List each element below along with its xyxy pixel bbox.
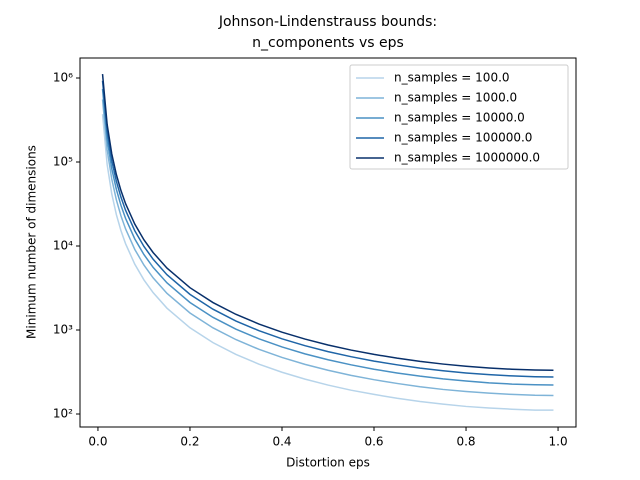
x-tick-label: 1.0: [549, 435, 568, 449]
legend-label: n_samples = 100.0: [394, 71, 510, 85]
y-tick-label: 10⁶: [53, 70, 73, 84]
data-line: [101, 88, 554, 386]
data-line: [101, 74, 554, 371]
x-axis-label: Distortion eps: [286, 456, 370, 470]
x-tick-label: 0.4: [272, 435, 291, 449]
chart-title: Johnson-Lindenstrauss bounds:: [218, 14, 437, 30]
legend-label: n_samples = 1000000.0: [394, 151, 540, 165]
y-tick-label: 10⁴: [53, 238, 73, 252]
data-line: [101, 80, 554, 378]
x-tick-label: 0.6: [364, 435, 383, 449]
y-tick-label: 10⁵: [53, 154, 73, 168]
x-tick-label: 0.8: [456, 435, 475, 449]
legend-frame: [349, 64, 569, 170]
y-tick-label: 10³: [53, 322, 73, 336]
plot-frame: [79, 57, 577, 428]
x-tick-label: 0.0: [88, 435, 107, 449]
legend-label: n_samples = 10000.0: [394, 111, 525, 125]
x-tick-label: 0.2: [180, 435, 199, 449]
data-line: [101, 99, 554, 397]
legend-label: n_samples = 1000.0: [394, 91, 517, 105]
chart-title: n_components vs eps: [252, 35, 404, 51]
data-line: [101, 114, 554, 411]
legend-label: n_samples = 100000.0: [394, 131, 532, 145]
y-tick-label: 10²: [53, 406, 73, 420]
y-axis-label: Minimum number of dimensions: [25, 145, 39, 339]
